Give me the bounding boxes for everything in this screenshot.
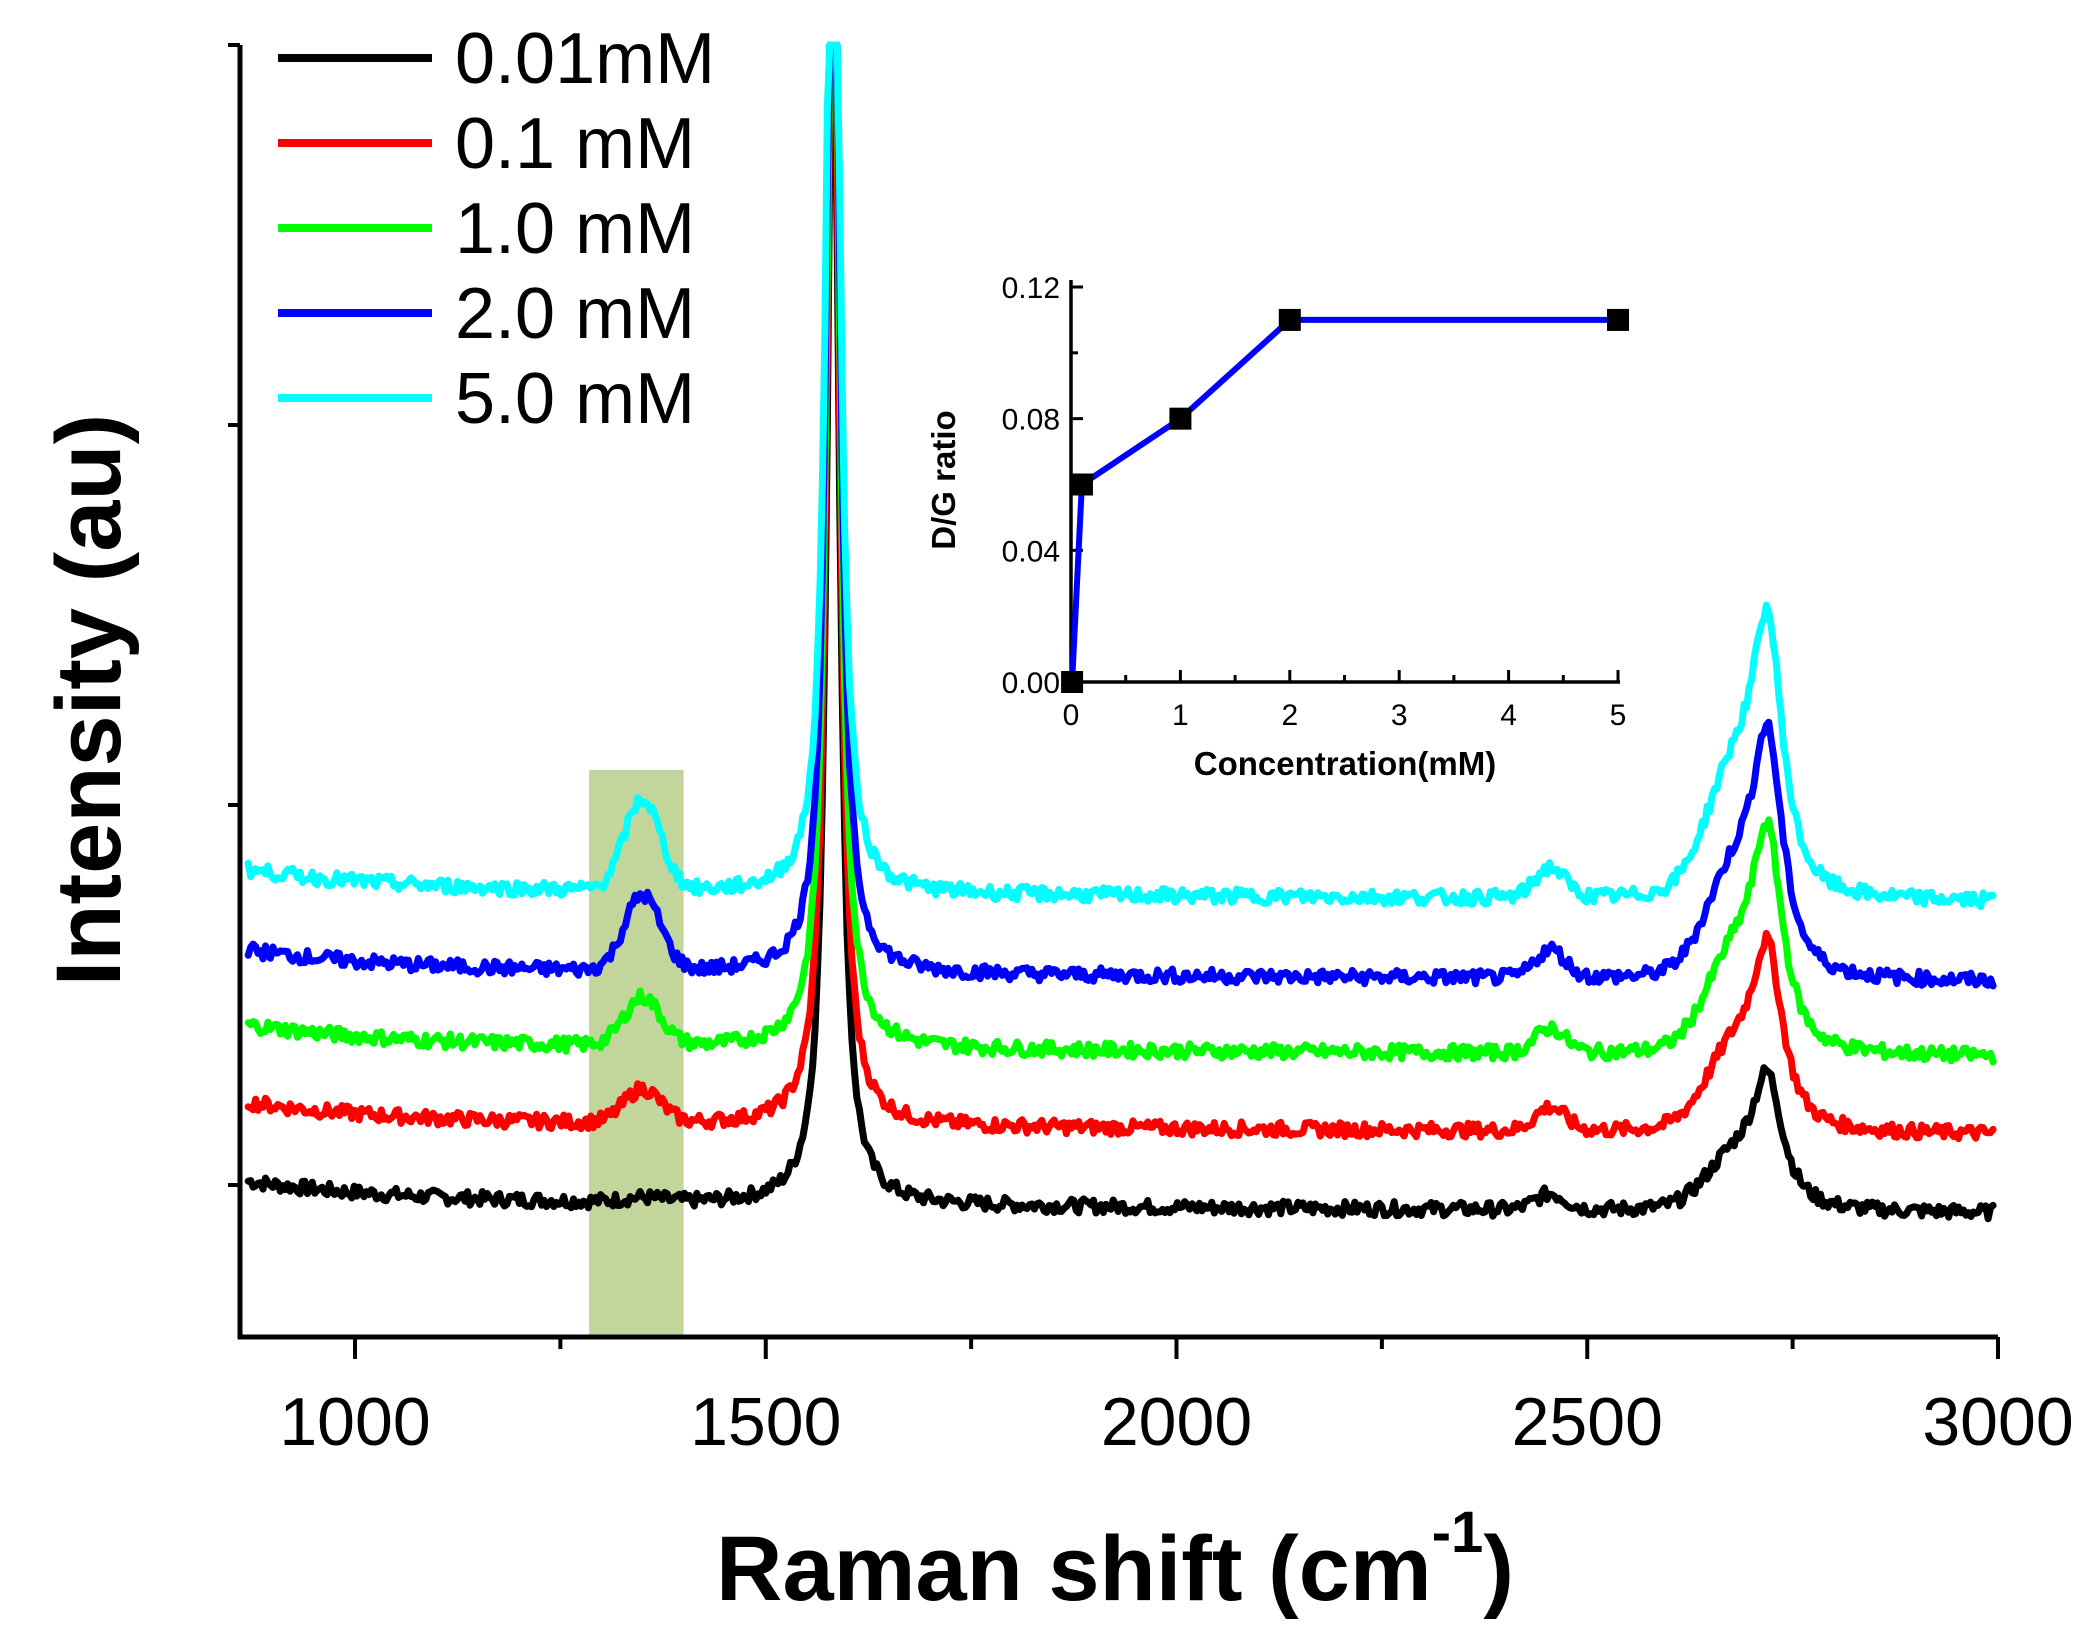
inset-ticks bbox=[1069, 285, 1620, 684]
inset-data-point bbox=[1169, 407, 1192, 430]
inset-x-axis-title: Concentration(mM) bbox=[1194, 745, 1496, 782]
inset-series-line bbox=[1069, 316, 1618, 683]
x-tick-label: 1000 bbox=[279, 1384, 430, 1460]
inset-y-axis-title: D/G ratio bbox=[925, 410, 962, 549]
legend-label: 1.0 mM bbox=[455, 189, 695, 269]
inset-chart: 0 1 2 3 4 5 0.00 0.04 0.08 0.12 Concentration(mM)… bbox=[925, 272, 1629, 782]
spectra-group bbox=[244, 41, 1997, 1223]
inset-data-point bbox=[1278, 308, 1301, 331]
x-tick-label: 2500 bbox=[1512, 1384, 1663, 1460]
inset-tick-labels: 0 1 2 3 4 5 0.00 0.04 0.08 0.12 bbox=[1002, 272, 1627, 732]
spectrum-line-0.01mm bbox=[244, 41, 1997, 1223]
spectrum-line-0.1mm bbox=[244, 41, 1997, 1143]
main-axes bbox=[228, 43, 2000, 1359]
legend-label: 2.0 mM bbox=[455, 274, 695, 354]
inset-x-tick-label: 2 bbox=[1281, 699, 1298, 732]
x-tick-label: 3000 bbox=[1922, 1384, 2073, 1460]
inset-x-tick-label: 0 bbox=[1063, 699, 1080, 732]
legend-label: 5.0 mM bbox=[455, 359, 695, 439]
x-tick-label: 1500 bbox=[690, 1384, 841, 1460]
y-ticks bbox=[228, 43, 240, 1187]
spectrum-line-2.0mm bbox=[244, 41, 1997, 990]
spectrum-line-5.0mm bbox=[244, 41, 1997, 911]
legend-label: 0.1 mM bbox=[455, 104, 695, 184]
x-tick-label: 2000 bbox=[1101, 1384, 1252, 1460]
inset-data-point bbox=[1061, 671, 1084, 693]
inset-y-tick-label: 0.00 bbox=[1002, 667, 1060, 700]
x-axis-title: Raman shift (cm-1) bbox=[716, 1500, 1514, 1620]
inset-y-tick-label: 0.04 bbox=[1002, 535, 1060, 568]
inset-x-tick-label: 3 bbox=[1391, 699, 1408, 732]
inset-y-tick-label: 0.12 bbox=[1002, 272, 1060, 305]
inset-x-tick-label: 4 bbox=[1500, 699, 1517, 732]
x-tick-labels: 1000 1500 2000 2500 3000 bbox=[279, 1384, 2073, 1460]
inset-x-tick-label: 1 bbox=[1172, 699, 1189, 732]
inset-markers bbox=[1061, 308, 1629, 693]
inset-x-tick-label: 5 bbox=[1610, 699, 1627, 732]
x-ticks bbox=[353, 1337, 2000, 1359]
inset-y-tick-label: 0.08 bbox=[1002, 404, 1060, 437]
legend-label: 0.01mM bbox=[455, 19, 715, 99]
spectrum-line-1.0mm bbox=[244, 41, 1997, 1066]
y-axis-title: Intensity (au) bbox=[38, 414, 140, 986]
inset-data-point bbox=[1607, 308, 1629, 331]
inset-data-point bbox=[1070, 473, 1093, 496]
